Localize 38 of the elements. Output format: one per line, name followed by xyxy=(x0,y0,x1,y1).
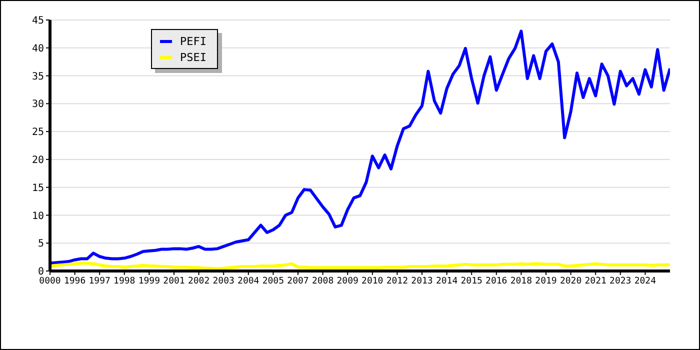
x-tick-label: 2018 xyxy=(510,276,532,286)
y-tick-label: 5 xyxy=(38,238,44,250)
x-tick-label: 1997 xyxy=(88,276,110,286)
x-tick-label: 2002 xyxy=(188,276,210,286)
x-tick-label: 1999 xyxy=(138,276,160,286)
x-tick-label: 2024 xyxy=(634,276,656,286)
x-tick-label: 2003 xyxy=(212,276,234,286)
x-tick-label: 2008 xyxy=(312,276,334,286)
legend-label: PSEI xyxy=(180,50,206,64)
x-tick-label: 2001 xyxy=(163,276,185,286)
x-tick-label: 2009 xyxy=(336,276,358,286)
y-tick-label: 20 xyxy=(32,154,44,166)
y-tick-label: 45 xyxy=(32,16,44,27)
x-tick-label: 1996 xyxy=(64,276,86,286)
x-tick-label: 2023 xyxy=(610,276,632,286)
y-tick-label: 25 xyxy=(32,127,44,138)
x-tick-label: 1998 xyxy=(114,276,136,286)
y-tick-label: 15 xyxy=(32,182,44,194)
x-tick-label: 0000 xyxy=(39,276,61,286)
y-tick-label: 35 xyxy=(32,71,44,82)
x-tick-label: 2015 xyxy=(460,276,482,286)
x-tick-label: 2020 xyxy=(560,276,582,286)
y-tick-label: 0 xyxy=(38,266,44,278)
x-tick-label: 2019 xyxy=(535,276,557,286)
x-tick-label: 2014 xyxy=(436,276,458,286)
x-tick-label: 2004 xyxy=(238,276,260,286)
legend-label: PEFI xyxy=(180,34,206,48)
x-tick-label: 2005 xyxy=(262,276,284,286)
y-tick-label: 30 xyxy=(32,99,44,110)
x-tick-label: 2012 xyxy=(386,276,408,286)
line-series xyxy=(50,30,670,265)
x-tick-label: 2013 xyxy=(411,276,433,286)
y-tick-label: 40 xyxy=(32,43,44,54)
y-tick-label: 10 xyxy=(32,210,44,222)
x-tick-label: 2007 xyxy=(287,276,309,286)
x-tick-label: 2016 xyxy=(486,276,508,286)
x-tick-label: 2021 xyxy=(584,276,606,286)
x-tick-label: 2010 xyxy=(362,276,384,286)
